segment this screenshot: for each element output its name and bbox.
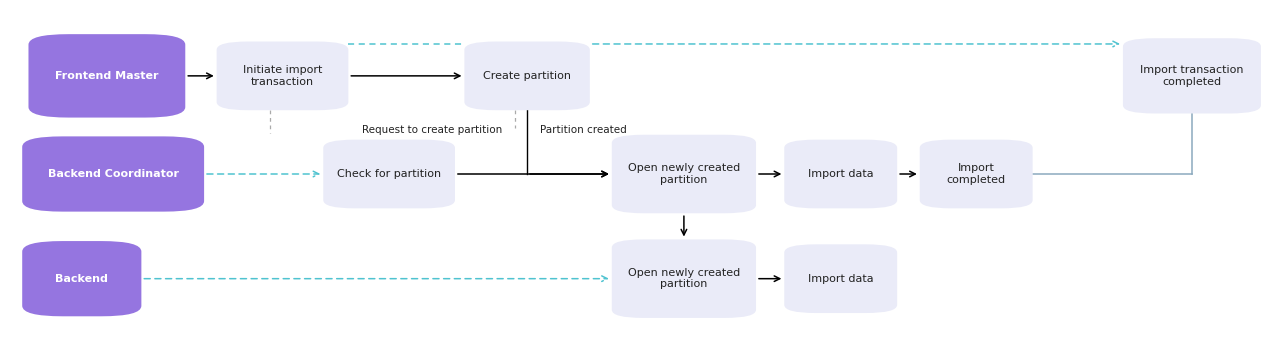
FancyBboxPatch shape [216,41,348,110]
Text: Frontend Master: Frontend Master [55,71,159,81]
Text: Import data: Import data [808,274,873,284]
Text: Open newly created
partition: Open newly created partition [627,268,740,290]
FancyBboxPatch shape [612,239,756,318]
Text: Request to create partition: Request to create partition [361,125,502,135]
Text: Import transaction
completed: Import transaction completed [1140,65,1244,87]
FancyBboxPatch shape [612,135,756,213]
Text: Backend: Backend [55,274,109,284]
Text: Import data: Import data [808,169,873,179]
FancyBboxPatch shape [22,136,204,212]
FancyBboxPatch shape [785,140,897,208]
FancyBboxPatch shape [324,140,454,208]
FancyBboxPatch shape [465,41,590,110]
FancyBboxPatch shape [22,241,141,316]
Text: Backend Coordinator: Backend Coordinator [47,169,179,179]
FancyBboxPatch shape [1123,38,1261,113]
Text: Check for partition: Check for partition [337,169,442,179]
Text: Import
completed: Import completed [947,163,1006,185]
Text: Initiate import
transaction: Initiate import transaction [243,65,323,87]
Text: Partition created: Partition created [540,125,626,135]
FancyBboxPatch shape [28,34,186,118]
FancyBboxPatch shape [785,244,897,313]
Text: Create partition: Create partition [483,71,571,81]
FancyBboxPatch shape [920,140,1033,208]
Text: Open newly created
partition: Open newly created partition [627,163,740,185]
